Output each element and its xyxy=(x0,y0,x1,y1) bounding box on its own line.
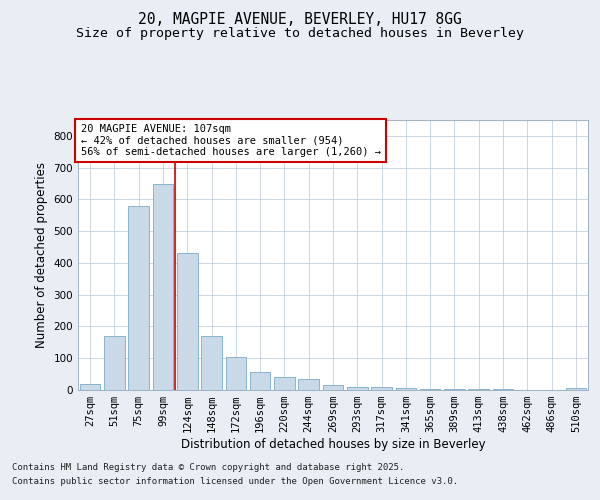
Text: 20 MAGPIE AVENUE: 107sqm
← 42% of detached houses are smaller (954)
56% of semi-: 20 MAGPIE AVENUE: 107sqm ← 42% of detach… xyxy=(80,124,380,157)
Bar xyxy=(395,388,416,390)
Bar xyxy=(444,389,465,390)
Bar xyxy=(347,387,368,390)
Bar xyxy=(201,336,222,390)
Bar xyxy=(323,385,343,390)
Bar xyxy=(420,388,440,390)
Text: 20, MAGPIE AVENUE, BEVERLEY, HU17 8GG: 20, MAGPIE AVENUE, BEVERLEY, HU17 8GG xyxy=(138,12,462,28)
Bar xyxy=(226,356,246,390)
Bar xyxy=(128,206,149,390)
Text: Size of property relative to detached houses in Beverley: Size of property relative to detached ho… xyxy=(76,28,524,40)
Bar xyxy=(80,384,100,390)
Bar xyxy=(469,389,489,390)
Y-axis label: Number of detached properties: Number of detached properties xyxy=(35,162,48,348)
Bar xyxy=(250,372,271,390)
Text: Contains public sector information licensed under the Open Government Licence v3: Contains public sector information licen… xyxy=(12,477,458,486)
Bar xyxy=(566,388,586,390)
Bar xyxy=(274,378,295,390)
Bar xyxy=(371,388,392,390)
Bar xyxy=(152,184,173,390)
X-axis label: Distribution of detached houses by size in Beverley: Distribution of detached houses by size … xyxy=(181,438,485,451)
Bar xyxy=(177,254,197,390)
Bar xyxy=(298,379,319,390)
Text: Contains HM Land Registry data © Crown copyright and database right 2025.: Contains HM Land Registry data © Crown c… xyxy=(12,464,404,472)
Bar xyxy=(104,336,125,390)
